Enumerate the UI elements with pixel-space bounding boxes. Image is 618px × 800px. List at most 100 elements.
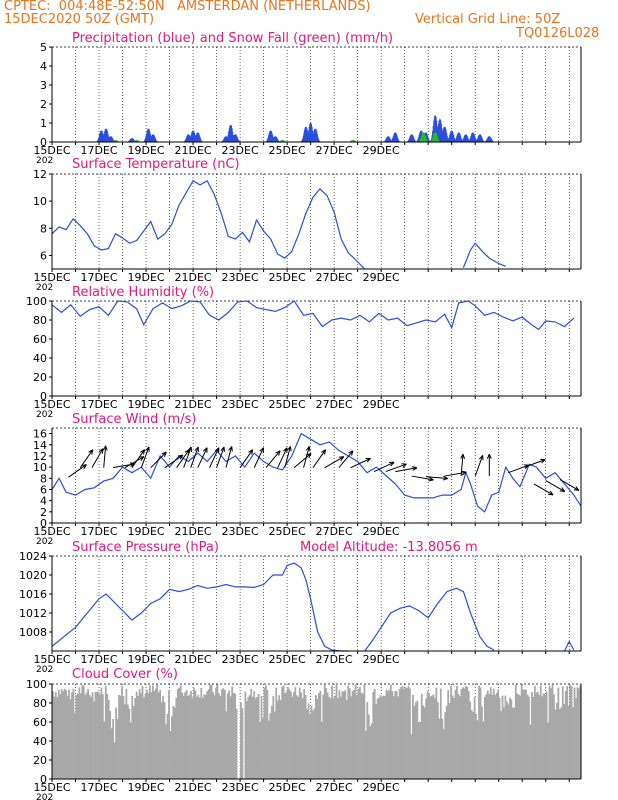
cloud-column: [219, 695, 222, 779]
cloud-column: [536, 691, 539, 779]
cloud-column: [85, 692, 88, 779]
cloud-column: [106, 694, 109, 779]
cloud-column: [204, 694, 207, 779]
cloud-column: [447, 690, 450, 779]
precip-bar: [238, 140, 240, 142]
cloud-column: [279, 699, 282, 779]
cloud-column: [72, 688, 75, 779]
x-tick-label: 15DEC: [33, 271, 70, 284]
cloud-column: [76, 693, 79, 779]
cloud-column: [434, 698, 436, 779]
cloud-column: [151, 685, 154, 779]
panel-4: [49, 555, 582, 654]
cloud-column: [138, 689, 141, 779]
wind-arrowhead: [338, 456, 345, 461]
cloud-column: [248, 695, 251, 779]
cloud-column: [235, 708, 238, 779]
cloud-column: [124, 704, 126, 779]
cloud-column: [122, 696, 125, 779]
cloud-column: [197, 695, 200, 779]
cloud-column: [473, 697, 476, 779]
cloud-column: [78, 687, 81, 779]
cloud-column: [563, 703, 566, 779]
cloud-column: [413, 705, 416, 779]
cloud-column: [121, 686, 123, 779]
cloud-column: [360, 692, 363, 779]
cloud-column: [109, 710, 112, 779]
cloud-column: [442, 729, 445, 779]
cloud-column: [351, 691, 354, 779]
cloud-column: [201, 697, 204, 779]
cloud-column: [307, 703, 310, 779]
cloud-column: [395, 691, 398, 779]
cloud-column: [554, 709, 557, 779]
wind-arrow: [460, 454, 464, 477]
panel-2: [49, 300, 582, 399]
cloud-column: [251, 696, 254, 779]
x-tick-label: 15DEC: [33, 398, 70, 411]
y-tick-label: 0: [40, 517, 47, 530]
cloud-column: [400, 687, 403, 779]
wind-arrowhead: [259, 447, 264, 453]
cloud-column: [348, 688, 351, 779]
y-tick-label: 3: [40, 79, 47, 92]
x-tick-label: 23DEC: [222, 144, 259, 157]
wind-arrowhead: [461, 470, 467, 476]
wind-arrowhead: [486, 453, 492, 459]
x-tick-label: 23DEC: [222, 525, 259, 538]
series-line: [364, 587, 495, 652]
cloud-column: [135, 691, 138, 779]
cloud-column: [497, 689, 500, 779]
cloud-column: [100, 687, 103, 779]
cloud-column: [454, 689, 457, 779]
wind-arrow: [425, 476, 448, 480]
cloud-column: [231, 686, 234, 779]
cloud-column: [292, 692, 295, 779]
cloud-column: [561, 686, 564, 779]
cloud-column: [353, 689, 356, 779]
cloud-column: [56, 697, 59, 779]
x-tick-label: 29DEC: [363, 271, 400, 284]
y-tick-label: 2: [40, 506, 47, 519]
cloud-column: [210, 684, 213, 779]
cloud-column: [168, 690, 170, 779]
cloud-column: [523, 689, 526, 779]
x-tick-label: 29DEC: [363, 398, 400, 411]
y-tick-label: 80: [33, 314, 47, 327]
x-tick-label: 29DEC: [363, 144, 400, 157]
header-model: TQ0126L028: [516, 26, 600, 41]
wind-arrow: [140, 446, 150, 468]
cloud-column: [193, 687, 195, 779]
year-label: 202: [36, 537, 53, 547]
cloud-column: [570, 686, 573, 779]
cloud-column: [250, 688, 253, 779]
cloud-column: [500, 711, 502, 779]
wind-arrow: [91, 448, 104, 468]
panel-title: Surface Temperature (nC): [72, 157, 240, 172]
wind-arrow: [373, 461, 395, 473]
x-tick-label: 19DEC: [127, 781, 164, 794]
cloud-column: [81, 685, 84, 779]
cloud-column: [176, 688, 179, 779]
cloud-column: [547, 722, 549, 779]
x-tick-label: 19DEC: [127, 144, 164, 157]
cloud-column: [234, 693, 236, 779]
precip-bar: [200, 140, 203, 142]
cloud-column: [294, 687, 297, 779]
x-tick-label: 29DEC: [363, 653, 400, 666]
series-line: [51, 562, 349, 652]
wind-arrowhead: [187, 446, 192, 453]
cloud-column: [439, 688, 442, 779]
x-tick-label: 27DEC: [316, 271, 353, 284]
y-tick-label: 14: [33, 439, 47, 452]
cloud-column: [331, 685, 333, 779]
cloud-column: [93, 701, 95, 779]
wind-arrowhead: [428, 476, 434, 482]
cloud-column: [287, 687, 289, 779]
wind-arrow: [265, 450, 281, 468]
cloud-column: [573, 687, 576, 779]
cloud-column: [101, 694, 104, 779]
cloud-column: [479, 687, 482, 779]
wind-arrowhead: [282, 447, 288, 453]
wind-arrow: [312, 449, 327, 468]
